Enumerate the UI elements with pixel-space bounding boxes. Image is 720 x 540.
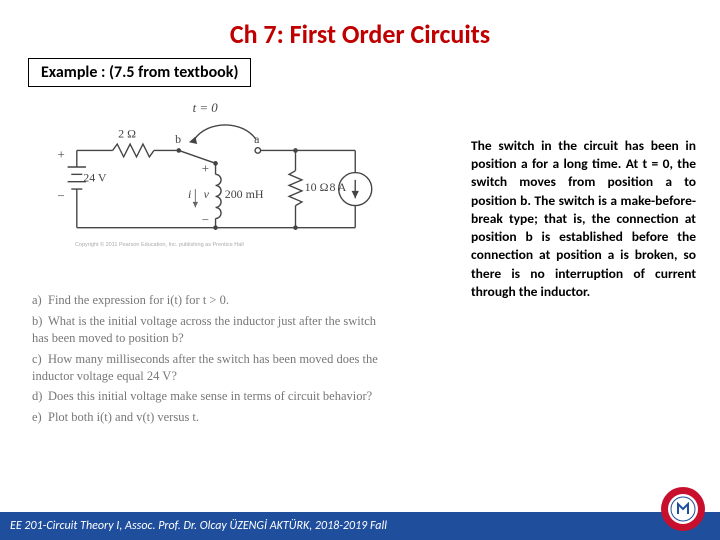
ind-plus: +: [202, 162, 209, 176]
t-zero-label: t = 0: [193, 101, 219, 115]
r2-label: 10 Ω: [305, 180, 329, 194]
questions-block: a)Find the expression for i(t) for t > 0…: [32, 292, 392, 430]
question-c: c)How many milliseconds after the switch…: [32, 351, 392, 385]
question-d: d)Does this initial voltage make sense i…: [32, 388, 392, 405]
vsrc-minus: −: [58, 189, 65, 203]
vsrc-label: 24 V: [83, 171, 107, 185]
inductor: [216, 174, 222, 218]
page-title: Ch 7: First Order Circuits: [0, 0, 720, 58]
question-b: b)What is the initial voltage across the…: [32, 313, 392, 347]
footer-text: EE 201-Circuit Theory I, Assoc. Prof. Dr…: [10, 519, 387, 533]
university-logo: [660, 486, 706, 532]
ind-minus: −: [202, 213, 209, 227]
circuit-copyright: Copyright © 2011 Pearson Education, Inc.…: [75, 241, 244, 248]
i-label: i: [188, 187, 191, 201]
isrc-label: 8 A: [330, 180, 347, 194]
switch-wiper: [179, 150, 216, 163]
resistor-10ohm: [289, 171, 302, 206]
description-paragraph: The switch in the circuit has been in po…: [471, 137, 696, 301]
circuit-diagram: t = 0 2 Ω b a + − 24 V: [38, 99, 383, 269]
node-a-label: a: [254, 132, 260, 146]
isrc-arrow: [352, 191, 359, 198]
resistor-2ohm: [113, 144, 154, 157]
footer-bar: EE 201-Circuit Theory I, Assoc. Prof. Dr…: [0, 512, 720, 540]
vsrc-plus: +: [58, 148, 65, 162]
r1-label: 2 Ω: [118, 127, 136, 141]
content-area: t = 0 2 Ω b a + − 24 V: [0, 87, 720, 467]
question-e: e)Plot both i(t) and v(t) versus t.: [32, 409, 392, 426]
example-label-box: Example : (7.5 from textbook): [28, 58, 251, 87]
node-b-label: b: [175, 132, 181, 146]
node-a-terminal: [255, 148, 261, 154]
question-a: a)Find the expression for i(t) for t > 0…: [32, 292, 392, 309]
v-label: v: [204, 187, 210, 201]
i-arrow-head: [193, 202, 199, 208]
switch-arc: [194, 125, 256, 140]
inductor-label: 200 mH: [225, 187, 264, 201]
